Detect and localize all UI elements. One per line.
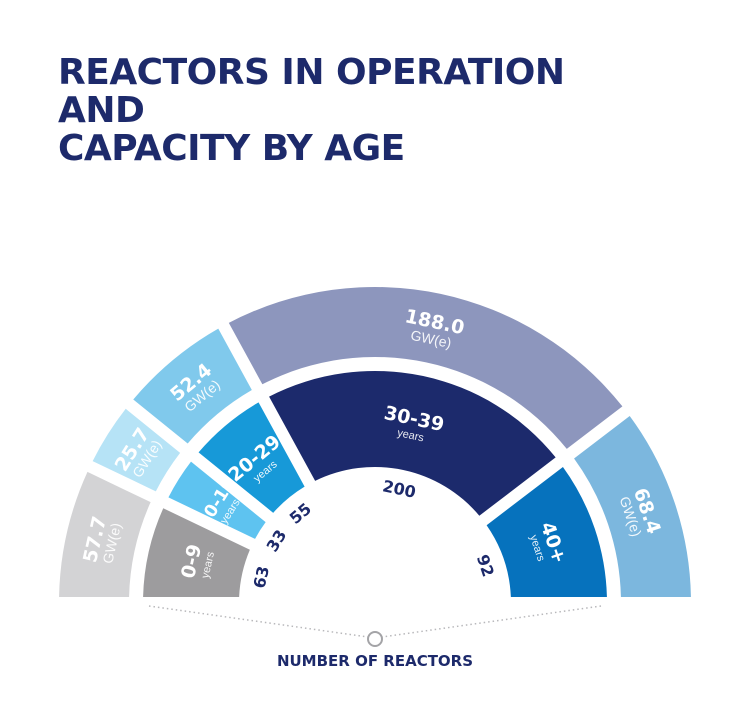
chart-title: REACTORS IN OPERATION AND CAPACITY BY AG… bbox=[58, 54, 658, 168]
reactor-count-10-19: 33 bbox=[263, 526, 291, 555]
marker-circle-icon bbox=[367, 631, 383, 647]
number-of-reactors-marker bbox=[148, 605, 602, 647]
age-units-0-9: years bbox=[199, 550, 217, 579]
capacity-segment-10-19 bbox=[92, 408, 181, 492]
marker-dotted-lines bbox=[148, 605, 602, 638]
reactor-count-30-39: 200 bbox=[381, 476, 418, 502]
age-segment-0-9 bbox=[143, 508, 250, 598]
age-segment-40-plus bbox=[486, 466, 607, 598]
chart-title-line-1: REACTORS IN OPERATION AND bbox=[58, 52, 565, 131]
age-segment-30-39 bbox=[269, 371, 556, 516]
capacity-segment-30-39 bbox=[228, 287, 623, 449]
capacity-label-30-39: 188.0GW(e) bbox=[403, 305, 466, 351]
number-of-reactors-label: NUMBER OF REACTORS bbox=[276, 652, 474, 670]
age-segment-20-29 bbox=[198, 402, 305, 513]
reactor-count-0-9: 63 bbox=[250, 564, 273, 590]
age-segment-10-19 bbox=[168, 461, 266, 539]
reactor-count-20-29: 55 bbox=[286, 499, 315, 528]
capacity-segment-20-29 bbox=[133, 328, 252, 444]
age-units-30-39: years bbox=[396, 427, 425, 444]
capacity-segment-0-9 bbox=[59, 471, 151, 598]
age-label-40-plus: 40+years bbox=[527, 519, 570, 566]
reactor-age-ring: 0-9years10-19years20-29years30-39years40… bbox=[143, 371, 607, 598]
capacity-ring: 57.7GW(e)25.7GW(e)52.4GW(e)188.0GW(e)68.… bbox=[59, 287, 691, 598]
chart-title-line-2: CAPACITY BY AGE bbox=[58, 128, 405, 169]
reactor-count-40-plus: 92 bbox=[473, 552, 498, 579]
capacity-segment-40-plus bbox=[574, 415, 691, 598]
